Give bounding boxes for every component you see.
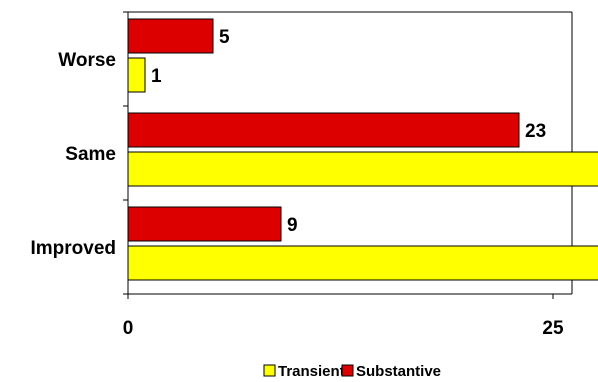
data-label-substantive-improved: 9 xyxy=(287,215,298,236)
data-label-substantive-same: 23 xyxy=(525,121,546,142)
bar-substantive-same xyxy=(127,112,520,148)
bar-transient-worse xyxy=(127,57,146,93)
legend: Transient Substantive xyxy=(263,363,441,380)
category-label-worse: Worse xyxy=(58,50,116,71)
bars xyxy=(127,18,598,281)
category-label-improved: Improved xyxy=(30,238,116,259)
x-tick-label: 25 xyxy=(542,318,564,339)
legend-swatch-substantive xyxy=(341,364,354,377)
category-label-same: Same xyxy=(65,144,116,165)
bar-transient-same xyxy=(127,151,598,187)
bar-substantive-worse xyxy=(127,18,214,54)
bar-substantive-improved xyxy=(127,206,282,242)
x-ticks: 02550 xyxy=(123,294,564,339)
legend-label-transient: Transient xyxy=(278,363,345,380)
data-label-transient-worse: 1 xyxy=(151,66,162,87)
legend-label-substantive: Substantive xyxy=(356,363,441,380)
y-ticks xyxy=(123,11,128,295)
x-tick-label: 0 xyxy=(123,318,134,339)
data-label-substantive-worse: 5 xyxy=(219,27,230,48)
bar-transient-improved xyxy=(127,245,598,281)
category-labels: Worse Same Improved xyxy=(30,50,116,259)
legend-swatch-transient xyxy=(263,364,276,377)
data-labels: 512357931 xyxy=(151,27,546,236)
